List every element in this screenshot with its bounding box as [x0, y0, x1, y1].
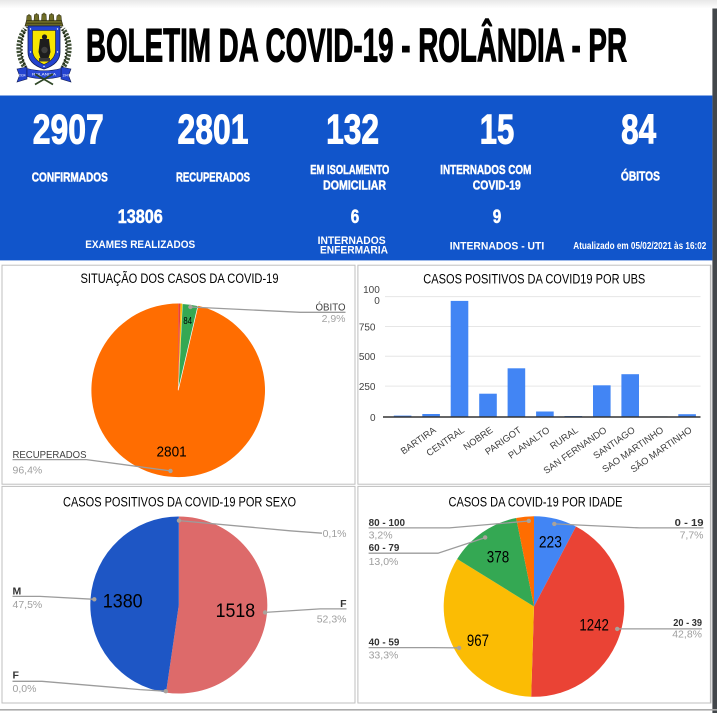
- svg-text:BOLETIM DA COVID-19 - ROLÂNDIA: BOLETIM DA COVID-19 - ROLÂNDIA - PR: [86, 19, 627, 72]
- svg-text:INTERNADOS COM: INTERNADOS COM: [440, 162, 531, 177]
- svg-text:ROLANDIA: ROLANDIA: [32, 72, 57, 76]
- svg-text:COVID-19: COVID-19: [473, 178, 521, 193]
- svg-text:1380: 1380: [103, 591, 143, 613]
- svg-text:500: 500: [359, 352, 376, 363]
- svg-text:0: 0: [374, 296, 380, 307]
- svg-text:42,8%: 42,8%: [672, 629, 702, 641]
- svg-text:CASOS DA COVID-19 POR IDADE: CASOS DA COVID-19 POR IDADE: [449, 494, 623, 509]
- svg-text:223: 223: [539, 533, 562, 552]
- svg-text:20 - 39: 20 - 39: [673, 617, 702, 629]
- svg-text:7,7%: 7,7%: [680, 529, 704, 541]
- svg-text:1242: 1242: [579, 615, 609, 634]
- svg-text:EXAMES REALIZADOS: EXAMES REALIZADOS: [85, 239, 195, 251]
- svg-text:3,2%: 3,2%: [369, 529, 393, 541]
- svg-text:6: 6: [351, 207, 360, 228]
- svg-text:M: M: [13, 585, 22, 597]
- svg-text:ÓBITOS: ÓBITOS: [621, 169, 660, 184]
- svg-text:33,3%: 33,3%: [369, 650, 399, 662]
- svg-text:2,9%: 2,9%: [322, 313, 346, 325]
- svg-text:SITUAÇÃO DOS CASOS DA COVID-19: SITUAÇÃO DOS CASOS DA COVID-19: [81, 271, 279, 286]
- svg-text:2801: 2801: [157, 444, 187, 461]
- svg-text:ÓBITO: ÓBITO: [316, 301, 346, 314]
- svg-text:80 - 100: 80 - 100: [369, 517, 406, 529]
- svg-text:15: 15: [480, 106, 515, 153]
- svg-text:378: 378: [487, 547, 509, 566]
- svg-text:ENFERMARIA: ENFERMARIA: [320, 245, 388, 257]
- svg-text:1934: 1934: [18, 74, 25, 78]
- svg-text:RECUPERADOS: RECUPERADOS: [13, 449, 87, 461]
- svg-text:INTERNADOS - UTI: INTERNADOS - UTI: [450, 240, 545, 252]
- svg-text:1518: 1518: [216, 600, 256, 622]
- svg-text:13,0%: 13,0%: [369, 556, 399, 568]
- svg-text:52,3%: 52,3%: [317, 613, 347, 625]
- svg-text:132: 132: [326, 106, 379, 153]
- svg-text:0,0%: 0,0%: [13, 683, 37, 695]
- svg-text:DOMICILIAR: DOMICILIAR: [323, 178, 386, 193]
- svg-text:60 - 79: 60 - 79: [369, 542, 400, 554]
- svg-text:F: F: [340, 598, 347, 610]
- svg-text:47,5%: 47,5%: [13, 599, 43, 611]
- svg-text:2801: 2801: [178, 106, 249, 153]
- svg-text:750: 750: [359, 322, 376, 333]
- svg-text:CASOS POSITIVOS DA COVID-19 PO: CASOS POSITIVOS DA COVID-19 POR SEXO: [63, 495, 296, 510]
- svg-text:2907: 2907: [33, 106, 104, 153]
- svg-text:EM ISOLAMENTO: EM ISOLAMENTO: [310, 162, 389, 177]
- svg-text:0: 0: [370, 413, 376, 424]
- svg-text:40 - 59: 40 - 59: [369, 636, 400, 648]
- svg-text:INTERNADOS: INTERNADOS: [318, 235, 386, 247]
- svg-text:84: 84: [621, 106, 656, 153]
- svg-text:0 - 19: 0 - 19: [675, 517, 704, 529]
- svg-text:96,4%: 96,4%: [13, 465, 43, 477]
- svg-text:RECUPERADOS: RECUPERADOS: [176, 170, 250, 185]
- svg-text:0,1%: 0,1%: [323, 528, 347, 540]
- svg-text:13806: 13806: [118, 207, 163, 228]
- svg-text:Atualizado em 05/02/2021 às 16: Atualizado em 05/02/2021 às 16:02: [573, 241, 706, 252]
- svg-text:967: 967: [467, 631, 489, 650]
- svg-text:F: F: [13, 670, 20, 682]
- svg-text:100: 100: [363, 285, 380, 296]
- svg-text:1947: 1947: [62, 74, 69, 78]
- svg-text:84: 84: [183, 316, 192, 327]
- svg-text:250: 250: [359, 382, 376, 393]
- svg-text:CASOS POSITIVOS DA COVID19 POR: CASOS POSITIVOS DA COVID19 POR UBS: [423, 271, 645, 286]
- svg-text:9: 9: [493, 207, 502, 228]
- svg-text:CONFIRMADOS: CONFIRMADOS: [32, 170, 108, 185]
